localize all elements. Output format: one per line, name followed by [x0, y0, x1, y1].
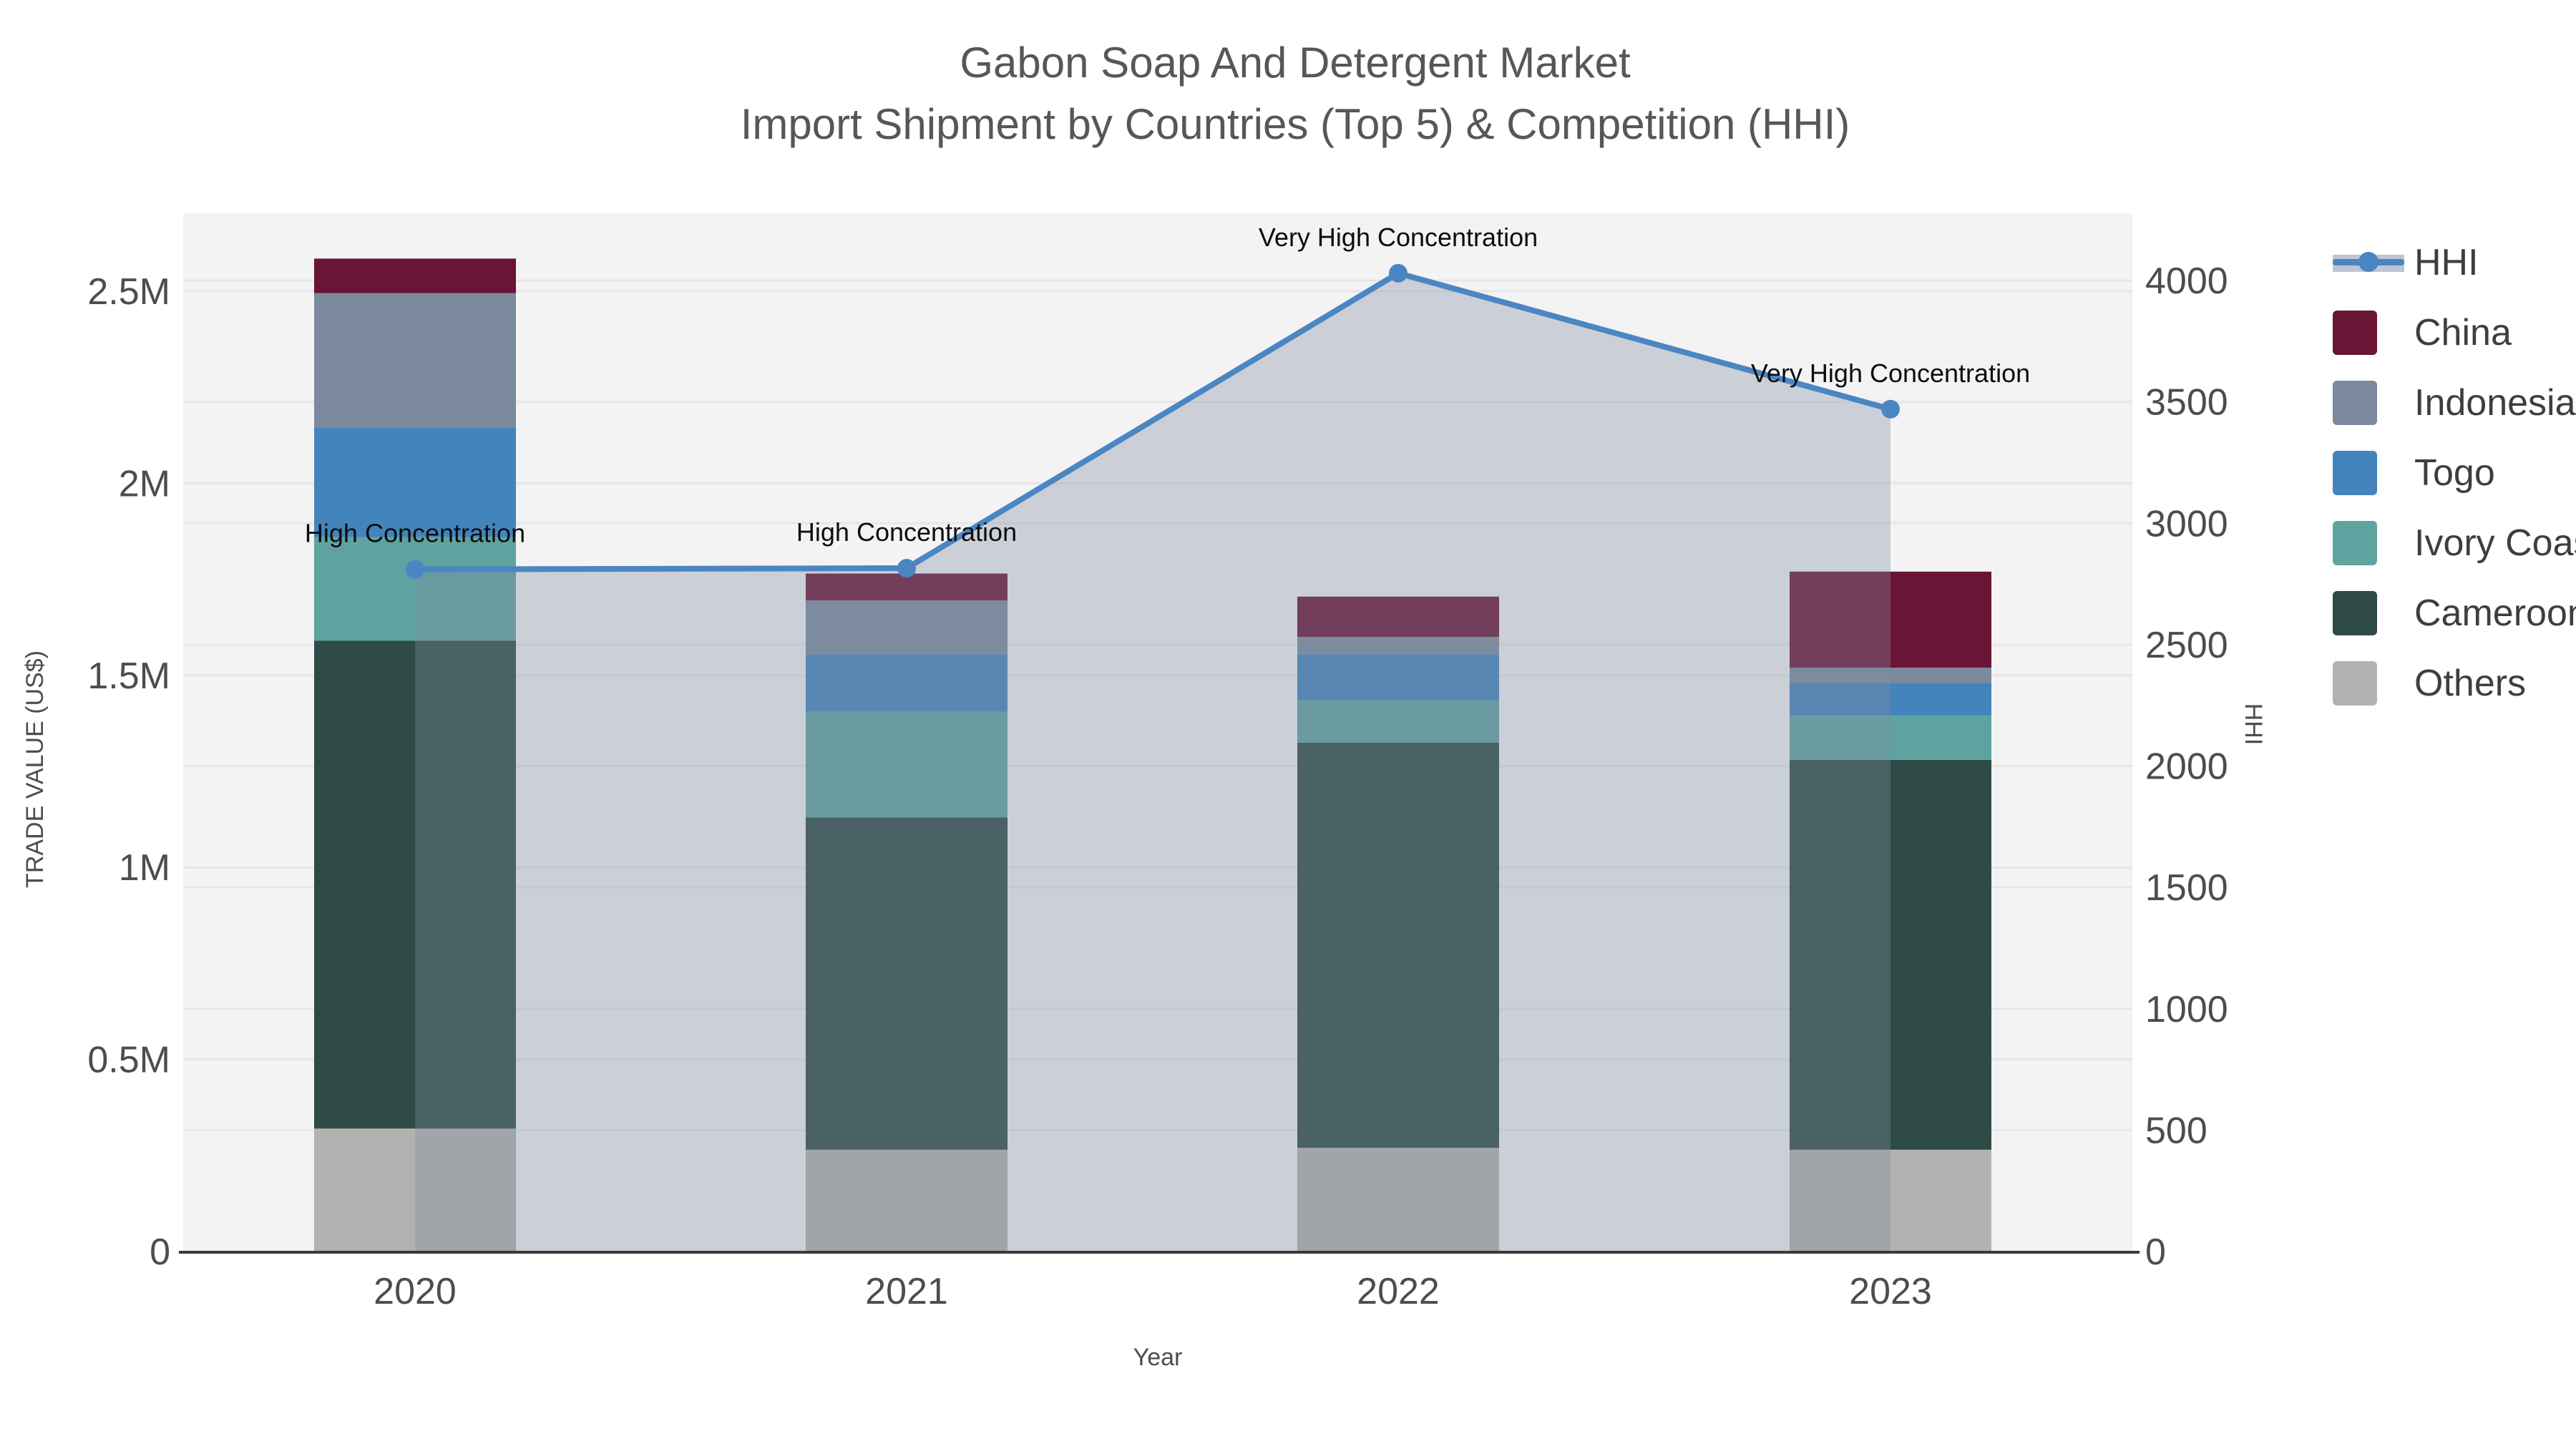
right-axis-tick-1500: 1500 — [2145, 867, 2228, 909]
chart-title: Gabon Soap And Detergent Market — [960, 39, 1631, 87]
annotation-2021: High Concentration — [796, 517, 1017, 547]
legend-swatch-cameroon — [2333, 591, 2377, 635]
bar-segment-china-2021[interactable] — [806, 573, 1008, 601]
bar-segment-others-2020[interactable] — [314, 1128, 516, 1252]
right-axis-tick-1000: 1000 — [2145, 989, 2228, 1030]
right-axis-tick-3000: 3000 — [2145, 503, 2228, 545]
bar-segment-ivory-coast-2022[interactable] — [1297, 700, 1499, 743]
bar-segment-china-2022[interactable] — [1297, 596, 1499, 638]
hhi-marker-2022[interactable] — [1389, 263, 1407, 283]
x-axis-tick-2021: 2021 — [865, 1271, 948, 1312]
hhi-line[interactable] — [414, 270, 1892, 572]
legend-item-ivory-coast[interactable]: Ivory Coast — [2333, 521, 2576, 565]
legend-item-hhi[interactable]: HHI — [2333, 240, 2569, 285]
legend-label: Indonesia — [2414, 382, 2576, 424]
x-axis-title: Year — [1133, 1344, 1183, 1371]
left-axis-tick-0: 0 — [150, 1231, 170, 1273]
bar-segment-ivory-coast-2020[interactable] — [314, 537, 516, 641]
bar-segment-togo-2023[interactable] — [1790, 683, 1991, 716]
hhi-line-icon — [2333, 240, 2404, 285]
legend-item-cameroon[interactable]: Cameroon — [2333, 591, 2576, 635]
left-axis-tick-2M: 2M — [119, 463, 170, 504]
bar-segment-ivory-coast-2021[interactable] — [806, 711, 1008, 818]
hhi-marker-2021[interactable] — [897, 559, 916, 578]
annotation-2023: Very High Concentration — [1751, 358, 2030, 388]
title-block: Gabon Soap And Detergent Market Import S… — [0, 42, 2576, 146]
right-axis-tick-4000: 4000 — [2145, 260, 2228, 302]
legend-swatch-china — [2333, 311, 2377, 355]
legend-label: Cameroon — [2414, 592, 2576, 634]
bar-segment-ivory-coast-2023[interactable] — [1790, 716, 1991, 760]
x-axis-tick-2020: 2020 — [374, 1271, 457, 1312]
legend-item-others[interactable]: Others — [2333, 661, 2569, 706]
legend-label: China — [2414, 312, 2512, 353]
bar-segment-cameroon-2020[interactable] — [314, 640, 516, 1129]
bar-segment-cameroon-2021[interactable] — [806, 817, 1008, 1150]
bar-segment-togo-2021[interactable] — [806, 654, 1008, 712]
bar-segment-indonesia-2022[interactable] — [1297, 637, 1499, 655]
right-axis-tick-2000: 2000 — [2145, 746, 2228, 788]
legend-item-indonesia[interactable]: Indonesia — [2333, 381, 2576, 425]
bar-segment-cameroon-2022[interactable] — [1297, 742, 1499, 1148]
hhi-marker-2023[interactable] — [1881, 399, 1900, 419]
left-axis-title: TRADE VALUE (US$) — [21, 650, 49, 888]
bar-segment-indonesia-2021[interactable] — [806, 600, 1008, 655]
right-axis-tick-0: 0 — [2145, 1231, 2166, 1273]
right-axis-tick-2500: 2500 — [2145, 625, 2228, 666]
bar-segment-others-2023[interactable] — [1790, 1149, 1991, 1252]
chart-subtitle: Import Shipment by Countries (Top 5) & C… — [740, 100, 1850, 148]
bar-segment-others-2022[interactable] — [1297, 1148, 1499, 1252]
bar-segment-togo-2020[interactable] — [314, 427, 516, 537]
legend: HHI China Indonesia Togo Ivory Coast Cameroon… — [2333, 240, 2576, 734]
legend-swatch-ivory-coast — [2333, 521, 2377, 565]
legend-item-china[interactable]: China — [2333, 311, 2569, 355]
bar-segment-togo-2022[interactable] — [1297, 654, 1499, 701]
left-axis-tick-1M: 1M — [119, 847, 170, 889]
legend-label: Others — [2414, 663, 2527, 704]
bar-segment-indonesia-2020[interactable] — [314, 293, 516, 428]
right-axis-title: HHI — [2240, 703, 2267, 746]
bar-segment-china-2023[interactable] — [1790, 571, 1991, 668]
left-axis-tick-2.5M: 2.5M — [87, 271, 170, 313]
bar-segment-others-2021[interactable] — [806, 1149, 1008, 1252]
x-axis-tick-2023: 2023 — [1849, 1271, 1932, 1312]
right-axis-tick-500: 500 — [2145, 1110, 2207, 1151]
left-axis-tick-0.5M: 0.5M — [87, 1040, 170, 1081]
legend-swatch-others — [2333, 661, 2377, 706]
left-axis-tick-1.5M: 1.5M — [87, 655, 170, 697]
legend-label: Ivory Coast — [2414, 522, 2576, 564]
annotation-2022: Very High Concentration — [1259, 223, 1538, 252]
bar-segment-indonesia-2023[interactable] — [1790, 668, 1991, 683]
legend-label: Togo — [2414, 452, 2495, 494]
legend-label: HHI — [2414, 242, 2479, 283]
right-axis-tick-3500: 3500 — [2145, 382, 2228, 424]
x-axis-tick-2022: 2022 — [1357, 1271, 1440, 1312]
legend-item-togo[interactable]: Togo — [2333, 451, 2569, 495]
hhi-marker-2020[interactable] — [406, 560, 424, 579]
legend-swatch-togo — [2333, 451, 2377, 495]
bar-segment-china-2020[interactable] — [314, 258, 516, 293]
legend-swatch-indonesia — [2333, 381, 2377, 425]
hhi-area-fill — [415, 273, 1890, 1252]
bar-segment-cameroon-2023[interactable] — [1790, 759, 1991, 1150]
annotation-2020: High Concentration — [305, 519, 525, 548]
